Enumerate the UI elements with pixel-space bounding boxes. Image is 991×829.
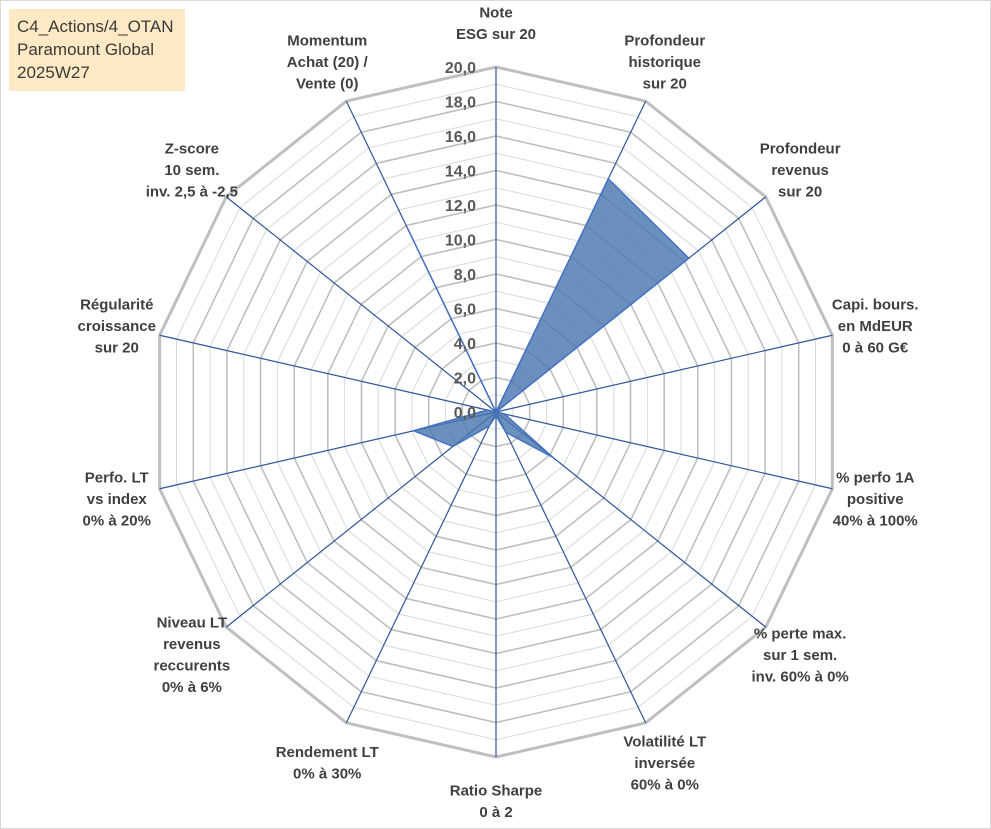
axis-label-line: Capi. bours. — [832, 296, 919, 313]
tick-label: 20,0 — [445, 60, 476, 77]
axis-label-line: 0 à 60 G€ — [842, 339, 909, 356]
axis-label-line: 60% à 0% — [631, 776, 699, 793]
axis-label-line: 0% à 6% — [162, 679, 222, 696]
axis-label-line: inv. 2,5 à -2,5 — [146, 183, 238, 200]
axis-label: Perfo. LT vs index 0% à 20% — [83, 469, 151, 529]
title-line-company: Paramount Global — [17, 40, 155, 59]
axis-label: Régularité croissance sur 20 — [78, 296, 156, 356]
tick-label: 10,0 — [445, 233, 476, 250]
axis-label: Niveau LT revenus reccurents 0% à 6% — [154, 615, 231, 697]
chart-title-box: C4_Actions/4_OTAN Paramount Global 2025W… — [9, 9, 185, 91]
title-line-category: C4_Actions/4_OTAN — [17, 17, 174, 36]
axis-label-line: Achat (20) / — [287, 54, 369, 71]
axis-label-line: 0 à 2 — [479, 804, 512, 821]
axis-label-line: Momentum — [287, 32, 367, 49]
axis-label: Profondeur revenus sur 20 — [760, 140, 841, 200]
axis-label: % perfo 1A positive 40% à 100% — [833, 469, 918, 529]
axis-label: Profondeur historique sur 20 — [624, 32, 705, 92]
axis-spoke — [225, 411, 497, 628]
axis-label-line: en MdEUR — [838, 318, 913, 335]
axis-label-line: Perfo. LT — [85, 469, 149, 486]
axis-label: Volatilité LT inversée 60% à 0% — [623, 733, 706, 793]
axis-label-line: Volatilité LT — [623, 733, 706, 750]
axis-label-line: inv. 60% à 0% — [751, 668, 848, 685]
axis-label-line: Z-score — [165, 140, 219, 157]
tick-label: 2,0 — [454, 371, 476, 388]
axis-spoke — [495, 411, 647, 724]
axis-spoke — [495, 411, 833, 490]
axis-label-line: inversée — [634, 755, 695, 772]
axis-label-line: sur 20 — [778, 183, 822, 200]
tick-label: 0,0 — [454, 405, 476, 422]
axis-label: Z-score 10 sem. inv. 2,5 à -2,5 — [146, 140, 238, 200]
axis-label-line: Note — [479, 5, 512, 22]
axis-label-line: 0% à 20% — [83, 512, 151, 529]
axis-label-line: revenus — [771, 162, 829, 179]
axis-label-line: 0% à 30% — [293, 766, 361, 783]
tick-label: 18,0 — [445, 95, 476, 112]
tick-label: 4,0 — [454, 336, 476, 353]
axis-label: % perte max. sur 1 sem. inv. 60% à 0% — [751, 625, 848, 685]
axis-label-line: 40% à 100% — [833, 512, 918, 529]
axis-label-line: 10 sem. — [164, 162, 219, 179]
radar-series — [407, 177, 690, 458]
axis-label-line: Niveau LT — [157, 615, 228, 632]
axis-label-line: reccurents — [154, 658, 231, 675]
axis-spoke — [345, 411, 497, 724]
radar-tick-labels: 0,0 2,0 4,0 6,0 8,0 10,0 12,0 14,0 16,0 18,0 20,0 — [445, 60, 476, 422]
tick-label: 16,0 — [445, 129, 476, 146]
axis-label-line: % perfo 1A — [836, 469, 915, 486]
axis-label: Capi. bours. en MdEUR 0 à 60 G€ — [832, 296, 919, 356]
axis-spoke — [159, 334, 497, 413]
axis-label-line: croissance — [78, 318, 156, 335]
axis-label-line: ESG sur 20 — [456, 26, 536, 43]
axis-label-line: Profondeur — [760, 140, 841, 157]
axis-spoke — [495, 334, 833, 413]
axis-label-line: vs index — [87, 491, 148, 508]
axis-label: Note ESG sur 20 — [456, 5, 536, 44]
axis-label-line: % perte max. — [754, 625, 847, 642]
axis-label-line: historique — [629, 54, 702, 71]
axis-label-line: sur 20 — [643, 75, 687, 92]
axis-label-line: sur 20 — [95, 339, 139, 356]
axis-label-line: sur 1 sem. — [763, 647, 837, 664]
series-area — [407, 177, 690, 458]
axis-spoke — [225, 196, 497, 413]
axis-label-line: positive — [847, 491, 904, 508]
axis-label-line: Profondeur — [624, 32, 705, 49]
title-line-week: 2025W27 — [17, 63, 90, 82]
axis-label: Ratio Sharpe 0 à 2 — [450, 783, 543, 822]
axis-label-line: Régularité — [80, 296, 153, 313]
tick-label: 14,0 — [445, 164, 476, 181]
axis-label-line: Vente (0) — [296, 75, 359, 92]
tick-label: 8,0 — [454, 267, 476, 284]
axis-label-line: revenus — [163, 636, 221, 653]
axis-label-line: Rendement LT — [276, 744, 379, 761]
radar-axis-labels: Note ESG sur 20 Profondeur historique sur 20… — [78, 5, 919, 822]
tick-label: 12,0 — [445, 198, 476, 215]
tick-label: 6,0 — [454, 302, 476, 319]
axis-label: Momentum Achat (20) / Vente (0) — [287, 32, 369, 92]
axis-label-line: Ratio Sharpe — [450, 783, 543, 800]
axis-label: Rendement LT 0% à 30% — [276, 744, 379, 783]
